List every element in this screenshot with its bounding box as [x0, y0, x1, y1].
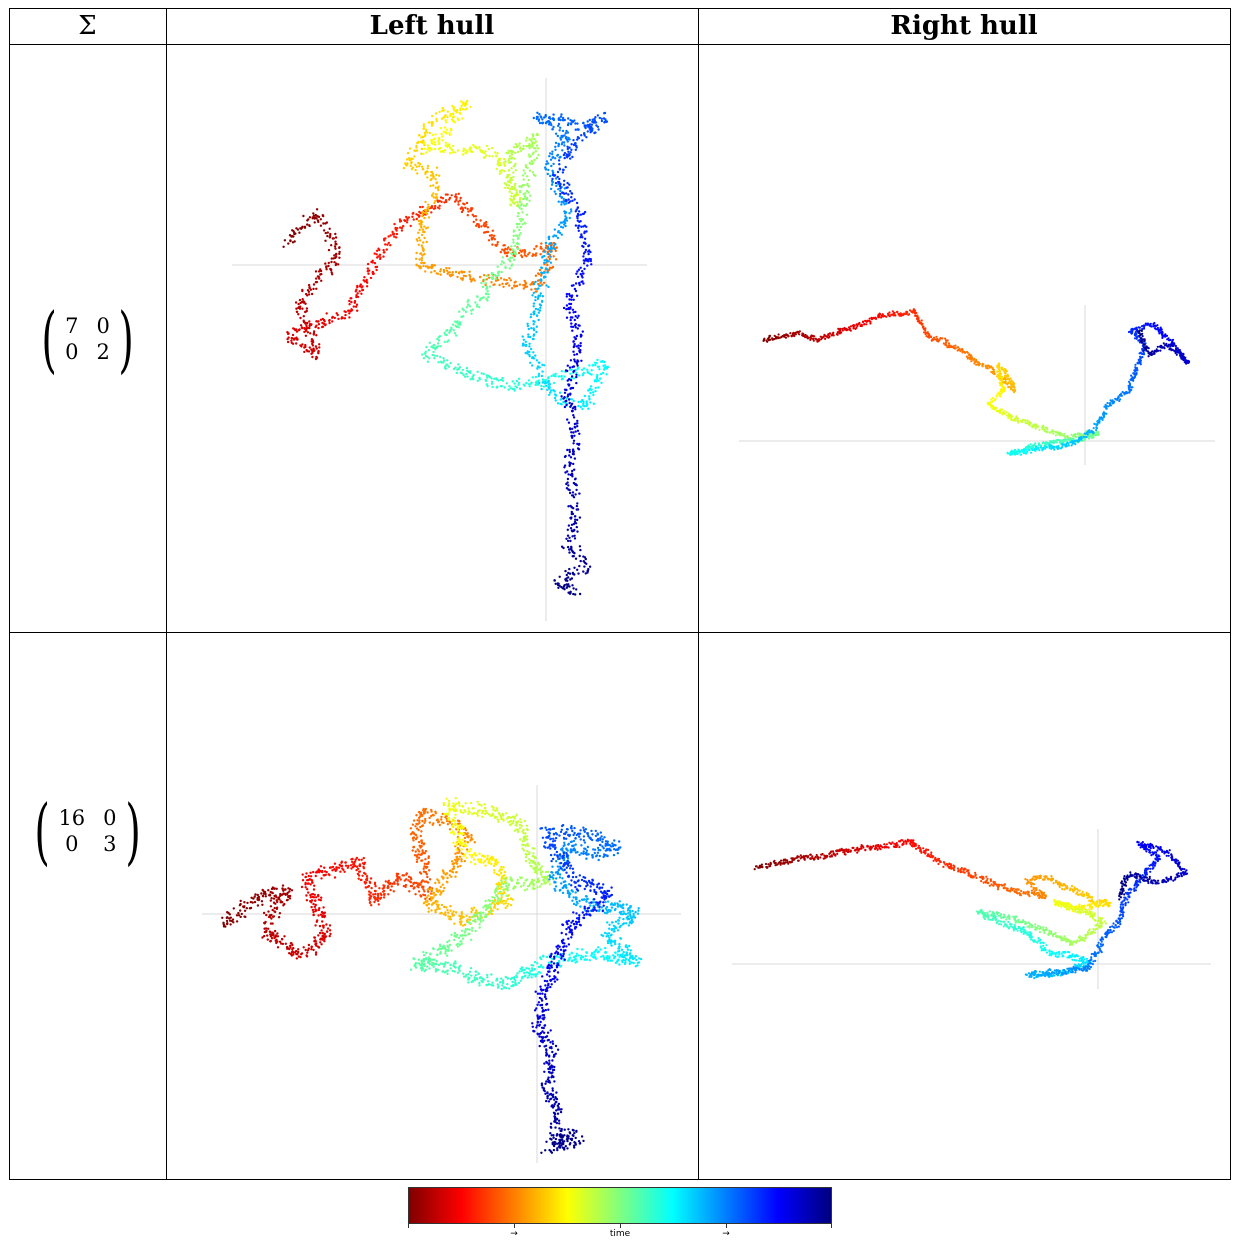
- matrix-cell: 0: [97, 314, 110, 338]
- left-hull-plot-row-2: [167, 633, 698, 1179]
- colorbar-gradient: [408, 1187, 832, 1224]
- colorbar-tick: [408, 1224, 409, 1228]
- covariance-matrix-row-1: ( 7 0 0 2 ): [9, 45, 166, 632]
- matrix-cell: 7: [65, 314, 78, 338]
- header-left-hull: Left hull: [166, 8, 698, 44]
- left-paren: (: [41, 303, 56, 375]
- table-border-right: [1230, 8, 1231, 1180]
- header-right-hull: Right hull: [698, 8, 1230, 44]
- matrix-cell: 0: [58, 832, 85, 856]
- colorbar-tick: [831, 1224, 832, 1228]
- matrix-cell: 3: [103, 832, 116, 856]
- colorbar-time-label: time: [610, 1229, 630, 1239]
- header-sigma: Σ: [9, 8, 166, 44]
- matrix-cell: 2: [97, 340, 110, 364]
- matrix-cell: 16: [58, 806, 85, 830]
- figure-table: Σ Left hull Right hull ( 7 0 0 2 ) ( 16 …: [9, 8, 1231, 1180]
- time-colorbar: → time →: [408, 1187, 832, 1241]
- covariance-matrix-row-2: ( 16 0 0 3 ): [9, 633, 166, 1179]
- matrix-cell: 0: [65, 340, 78, 364]
- right-paren: ): [118, 303, 133, 375]
- right-paren: ): [125, 795, 140, 867]
- right-hull-plot-row-2: [699, 633, 1230, 1179]
- matrix-cell: 0: [103, 806, 116, 830]
- table-border-bottom: [9, 1179, 1231, 1180]
- colorbar-tick: [620, 1224, 621, 1228]
- right-hull-plot-row-1: [699, 45, 1230, 632]
- colorbar-tick: [514, 1224, 515, 1228]
- colorbar-tick: [726, 1224, 727, 1228]
- left-paren: (: [35, 795, 50, 867]
- colorbar-arrow-label: →: [722, 1229, 730, 1239]
- colorbar-arrow-label: →: [510, 1229, 518, 1239]
- left-hull-plot-row-1: [167, 45, 698, 632]
